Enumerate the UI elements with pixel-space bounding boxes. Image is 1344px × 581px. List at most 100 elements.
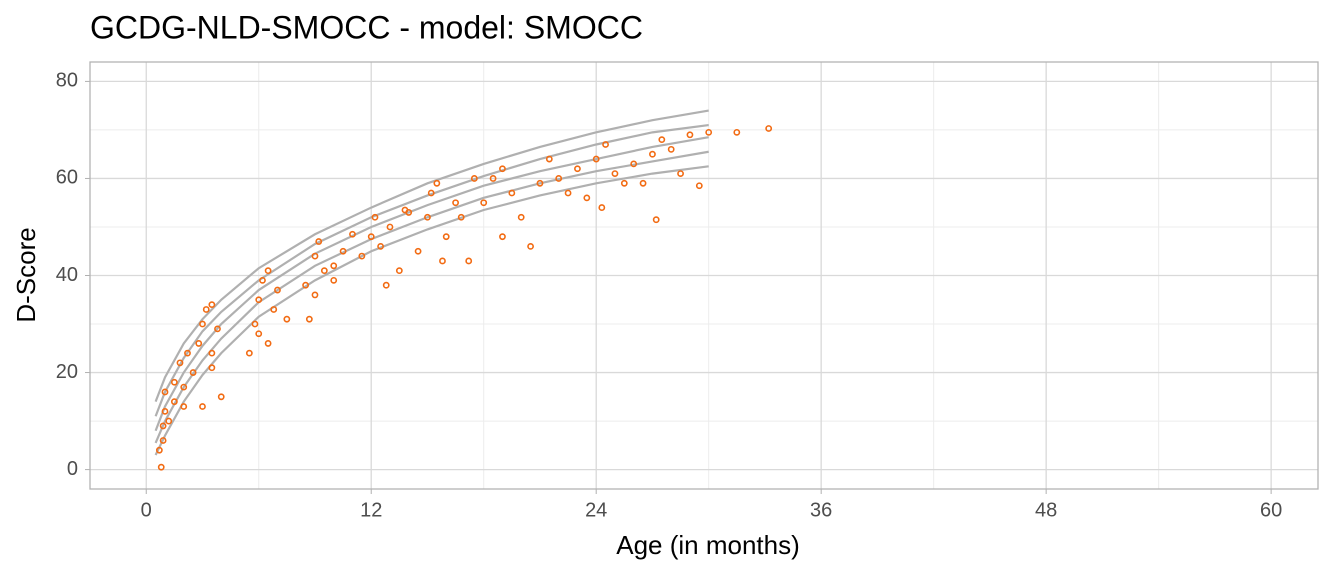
data-point	[320, 267, 328, 275]
data-point	[358, 252, 366, 260]
data-point	[465, 257, 473, 265]
data-point	[270, 306, 278, 313]
data-point	[161, 407, 169, 415]
data-point	[667, 145, 675, 153]
x-tick-label: 0	[141, 499, 152, 521]
data-point	[401, 206, 409, 214]
plot-border	[89, 61, 1319, 490]
data-point	[499, 233, 506, 241]
data-point	[189, 369, 197, 376]
data-point	[395, 267, 403, 275]
data-point	[199, 320, 206, 328]
data-point	[480, 199, 488, 207]
data-point	[382, 281, 390, 289]
data-point	[180, 403, 188, 410]
data-point	[208, 301, 216, 309]
data-point	[255, 296, 263, 304]
reference-line	[154, 136, 709, 432]
y-tick-label: 20	[56, 361, 78, 383]
data-point	[598, 204, 606, 211]
data-point	[155, 446, 163, 454]
x-tick-label: 36	[810, 499, 832, 521]
data-point	[545, 155, 553, 163]
y-axis-label: D-Score	[11, 227, 41, 322]
data-point	[658, 136, 666, 144]
data-point	[427, 189, 435, 197]
data-point	[555, 175, 563, 182]
data-point	[165, 417, 173, 425]
data-point	[159, 422, 167, 430]
data-point	[489, 175, 497, 182]
data-point	[705, 128, 713, 136]
y-tick-label: 0	[67, 458, 78, 480]
data-point	[733, 128, 741, 136]
reference-line	[154, 165, 709, 456]
data-point	[339, 247, 347, 255]
data-point	[517, 213, 525, 221]
data-point	[527, 242, 534, 250]
data-point	[414, 247, 422, 255]
data-point	[439, 257, 446, 265]
data-point	[686, 131, 694, 139]
reference-line	[154, 109, 709, 403]
data-point	[602, 141, 609, 148]
data-point	[217, 393, 225, 401]
data-point	[264, 340, 272, 347]
data-point	[371, 213, 379, 221]
data-point	[259, 276, 266, 284]
data-point	[536, 179, 544, 187]
data-point	[377, 242, 384, 250]
data-point	[330, 262, 338, 270]
data-point	[255, 330, 263, 338]
data-point	[630, 160, 638, 168]
data-point	[199, 403, 206, 410]
data-point	[208, 364, 216, 372]
y-tick-label: 60	[56, 167, 78, 189]
data-point	[311, 291, 319, 299]
data-point	[184, 349, 191, 357]
data-point	[264, 267, 272, 275]
data-point	[245, 349, 253, 357]
data-point	[315, 238, 323, 245]
data-point	[583, 194, 591, 202]
data-point	[470, 175, 478, 182]
data-point	[652, 216, 660, 224]
data-point	[330, 276, 338, 284]
data-point	[677, 170, 684, 178]
data-point	[161, 388, 169, 396]
x-tick-label: 60	[1260, 499, 1282, 521]
reference-line	[154, 123, 709, 417]
data-point	[695, 182, 703, 190]
data-point	[424, 213, 431, 221]
data-point	[611, 170, 619, 178]
data-point	[302, 281, 310, 289]
x-tick-label: 12	[360, 499, 382, 521]
data-point	[620, 179, 628, 187]
data-point	[159, 437, 167, 444]
x-tick-label: 24	[585, 499, 607, 521]
data-point	[214, 325, 221, 333]
data-point	[386, 223, 394, 231]
data-point	[170, 378, 178, 386]
reference-line	[154, 150, 709, 444]
data-point	[274, 286, 281, 294]
y-tick-label: 40	[56, 264, 78, 286]
data-point	[433, 179, 441, 187]
data-point	[170, 398, 178, 406]
data-point	[499, 165, 506, 173]
data-point	[157, 463, 165, 471]
data-point	[283, 315, 291, 323]
y-tick-label: 80	[56, 70, 78, 92]
x-axis-label: Age (in months)	[616, 530, 800, 560]
data-point	[180, 383, 188, 391]
data-point	[574, 165, 581, 173]
data-point	[442, 233, 450, 241]
data-point	[639, 179, 647, 187]
data-point	[508, 189, 516, 197]
data-point	[457, 213, 465, 221]
data-point	[592, 155, 600, 163]
data-point	[452, 199, 459, 207]
data-point	[208, 349, 216, 357]
data-point	[564, 189, 572, 197]
